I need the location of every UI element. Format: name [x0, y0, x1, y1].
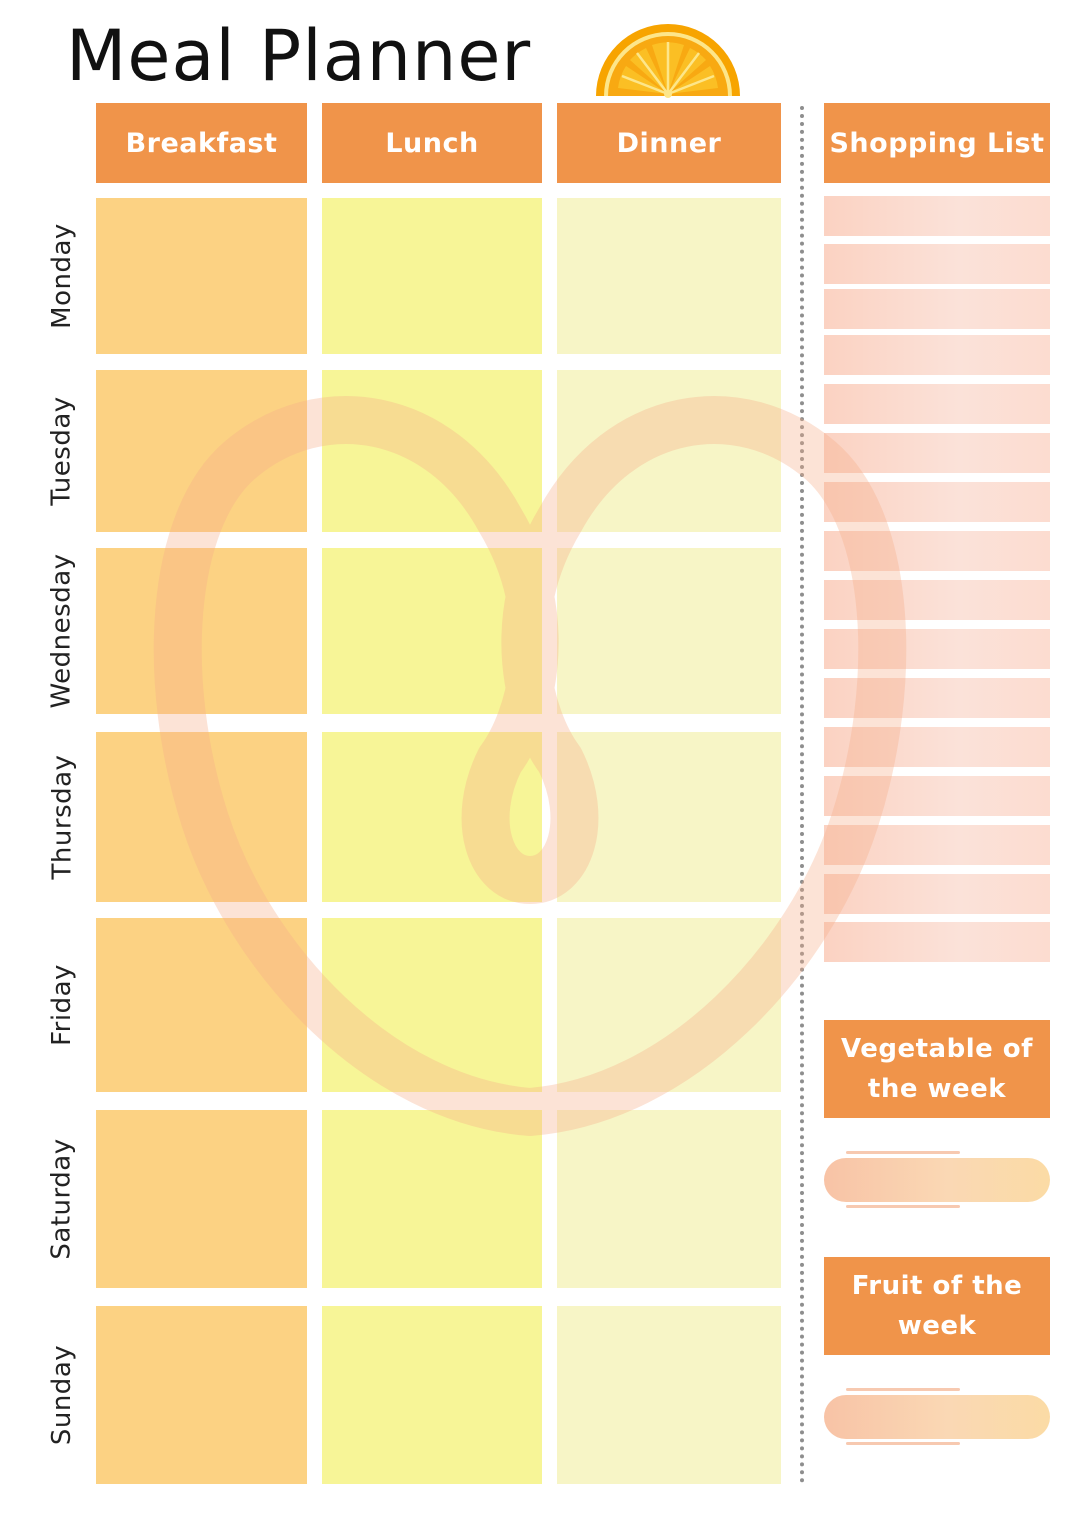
friday-lunch-cell[interactable]: [322, 918, 542, 1092]
day-label-friday: Friday: [42, 918, 82, 1092]
thursday-dinner-cell[interactable]: [557, 732, 781, 902]
monday-lunch-cell[interactable]: [322, 198, 542, 354]
vegetable-label-text: Vegetable of the week: [841, 1034, 1033, 1104]
dinner-column-header: Dinner: [557, 103, 781, 183]
day-label-wednesday: Wednesday: [42, 548, 82, 714]
day-label-text: Friday: [47, 964, 77, 1046]
shopping-list-line[interactable]: [824, 482, 1050, 522]
shopping-list-line[interactable]: [824, 289, 1050, 329]
shopping-list-line[interactable]: [824, 433, 1050, 473]
wednesday-breakfast-cell[interactable]: [96, 548, 307, 714]
shopping-list-line[interactable]: [824, 776, 1050, 816]
day-label-text: Thursday: [47, 754, 77, 880]
thursday-breakfast-cell[interactable]: [96, 732, 307, 902]
vegetable-input-pill[interactable]: [824, 1158, 1050, 1202]
lunch-column-header: Lunch: [322, 103, 542, 183]
shopping-list-header: Shopping List: [824, 103, 1050, 183]
day-label-tuesday: Tuesday: [42, 370, 82, 532]
monday-breakfast-cell[interactable]: [96, 198, 307, 354]
day-label-monday: Monday: [42, 198, 82, 354]
shopping-list-line[interactable]: [824, 874, 1050, 914]
thursday-lunch-cell[interactable]: [322, 732, 542, 902]
dotted-divider: [800, 106, 804, 1484]
day-label-saturday: Saturday: [42, 1110, 82, 1288]
sunday-lunch-cell[interactable]: [322, 1306, 542, 1484]
orange-slice-icon: [596, 24, 740, 98]
wednesday-lunch-cell[interactable]: [322, 548, 542, 714]
wednesday-dinner-cell[interactable]: [557, 548, 781, 714]
sunday-breakfast-cell[interactable]: [96, 1306, 307, 1484]
shopping-header-label: Shopping List: [829, 127, 1045, 159]
monday-dinner-cell[interactable]: [557, 198, 781, 354]
lunch-header-label: Lunch: [385, 127, 479, 159]
day-label-thursday: Thursday: [42, 732, 82, 902]
friday-breakfast-cell[interactable]: [96, 918, 307, 1092]
fruit-pill-line-top: [846, 1388, 960, 1391]
tuesday-breakfast-cell[interactable]: [96, 370, 307, 532]
friday-dinner-cell[interactable]: [557, 918, 781, 1092]
day-label-text: Monday: [47, 223, 77, 329]
saturday-dinner-cell[interactable]: [557, 1110, 781, 1288]
shopping-list-line[interactable]: [824, 531, 1050, 571]
fruit-pill-line-bottom: [846, 1442, 960, 1445]
shopping-list-line[interactable]: [824, 727, 1050, 767]
shopping-list-line[interactable]: [824, 629, 1050, 669]
tuesday-lunch-cell[interactable]: [322, 370, 542, 532]
day-label-sunday: Sunday: [42, 1306, 82, 1484]
page-title: Meal Planner: [66, 15, 532, 97]
day-label-text: Tuesday: [47, 396, 77, 506]
shopping-list-line[interactable]: [824, 678, 1050, 718]
shopping-list-line[interactable]: [824, 384, 1050, 424]
shopping-list-line[interactable]: [824, 922, 1050, 962]
saturday-breakfast-cell[interactable]: [96, 1110, 307, 1288]
sunday-dinner-cell[interactable]: [557, 1306, 781, 1484]
vegetable-pill-line-bottom: [846, 1205, 960, 1208]
vegetable-of-week-label: Vegetable of the week: [824, 1020, 1050, 1118]
dinner-header-label: Dinner: [616, 127, 722, 159]
vegetable-pill-line-top: [846, 1151, 960, 1154]
shopping-list-line[interactable]: [824, 196, 1050, 236]
saturday-lunch-cell[interactable]: [322, 1110, 542, 1288]
fruit-label-text: Fruit of the week: [851, 1271, 1023, 1341]
shopping-list-line[interactable]: [824, 244, 1050, 284]
shopping-list-line[interactable]: [824, 580, 1050, 620]
fruit-of-week-label: Fruit of the week: [824, 1257, 1050, 1355]
shopping-list-line[interactable]: [824, 825, 1050, 865]
breakfast-column-header: Breakfast: [96, 103, 307, 183]
shopping-list-line[interactable]: [824, 335, 1050, 375]
day-label-text: Saturday: [47, 1138, 78, 1260]
breakfast-header-label: Breakfast: [125, 127, 278, 159]
fruit-input-pill[interactable]: [824, 1395, 1050, 1439]
tuesday-dinner-cell[interactable]: [557, 370, 781, 532]
day-label-text: Wednesday: [47, 553, 77, 709]
day-label-text: Sunday: [47, 1344, 78, 1446]
